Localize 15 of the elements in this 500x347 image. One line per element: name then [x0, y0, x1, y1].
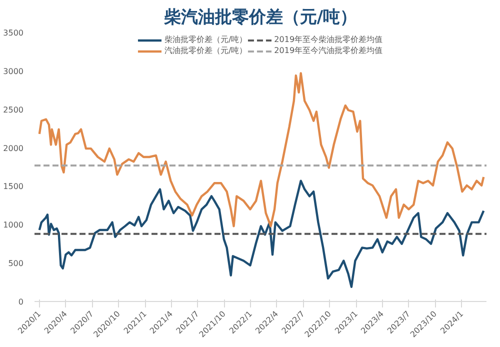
y-tick-label: 0 — [18, 298, 24, 306]
y-tick-label: 3000 — [3, 66, 24, 76]
y-tick-label: 3500 — [3, 28, 24, 38]
y-tick-label: 2000 — [3, 144, 24, 153]
chart-title: 柴汽油批零价差（元/吨） — [162, 8, 358, 28]
line-series — [38, 180, 485, 288]
y-tick-label: 2500 — [3, 105, 24, 114]
legend-label: 汽油批零价差（元/吨） — [164, 45, 248, 56]
legend-label: 柴油批零价差（元/吨） — [164, 34, 248, 45]
y-tick-label: 1500 — [3, 182, 24, 192]
y-tick-label: 500 — [8, 259, 24, 268]
line-series — [38, 72, 485, 228]
legend-label: 2019年至今汽油批零价差均值 — [274, 45, 383, 56]
legend-label: 2019年至今柴油批零价差均值 — [274, 34, 383, 45]
y-tick-label: 1000 — [3, 220, 24, 230]
